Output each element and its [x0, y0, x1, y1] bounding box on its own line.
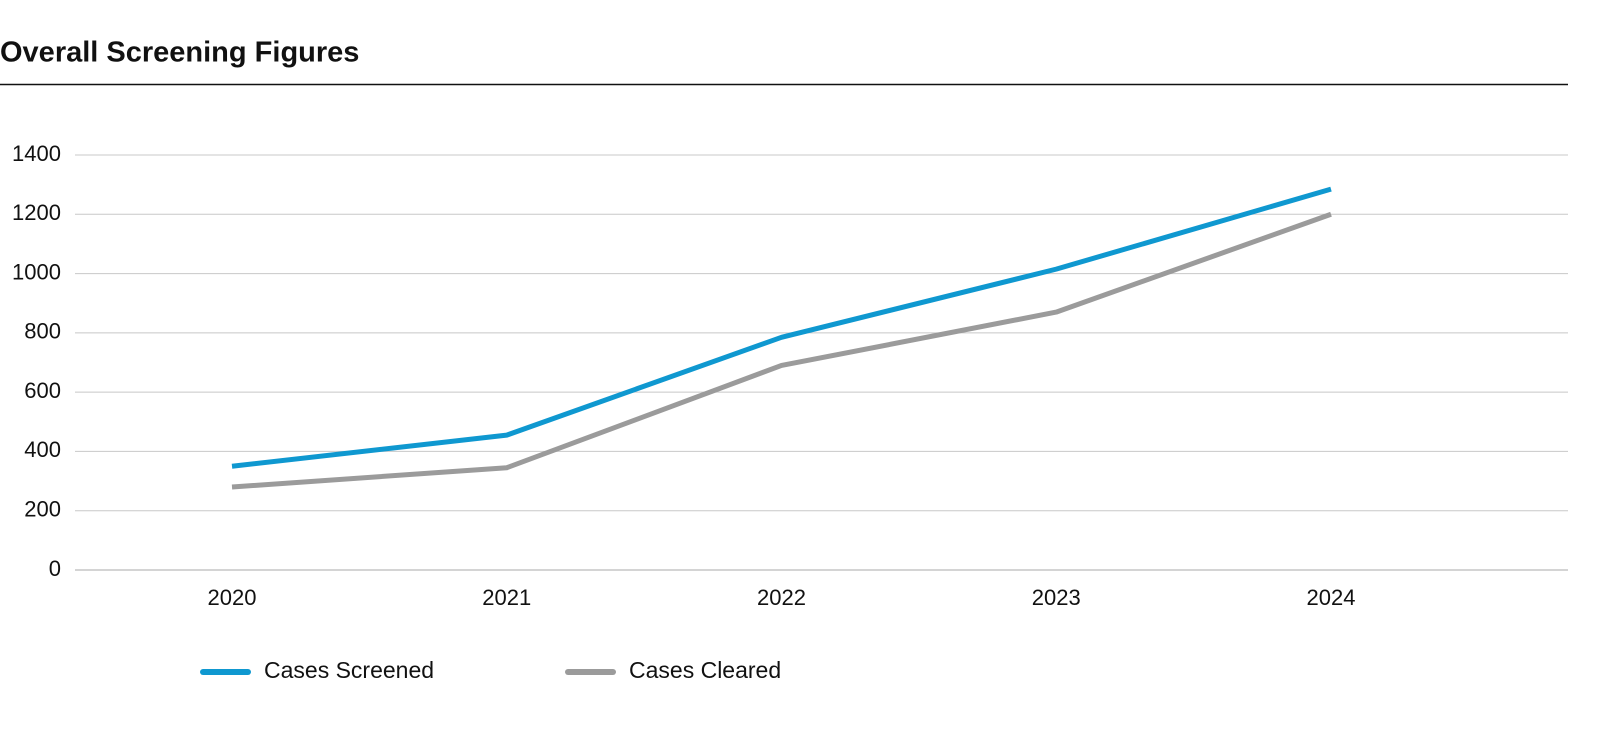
- y-tick-label: 1200: [12, 200, 61, 225]
- y-tick-label: 200: [24, 497, 61, 522]
- y-tick-label: 1400: [12, 141, 61, 166]
- x-tick-label: 2023: [1032, 585, 1081, 610]
- x-tick-label: 2024: [1307, 585, 1356, 610]
- legend-label: Cases Screened: [264, 657, 434, 683]
- y-tick-label: 1000: [12, 259, 61, 284]
- series-line: [231, 186, 1332, 469]
- series-line: [231, 211, 1332, 490]
- y-tick-label: 0: [49, 556, 61, 581]
- x-tick-label: 2020: [208, 585, 257, 610]
- y-tick-label: 800: [24, 319, 61, 344]
- y-tick-label: 600: [24, 378, 61, 403]
- y-tick-label: 400: [24, 437, 61, 462]
- legend-label: Cases Cleared: [629, 657, 781, 683]
- x-tick-label: 2021: [482, 585, 531, 610]
- chart-title: Overall Screening Figures: [0, 37, 359, 69]
- x-tick-label: 2022: [757, 585, 806, 610]
